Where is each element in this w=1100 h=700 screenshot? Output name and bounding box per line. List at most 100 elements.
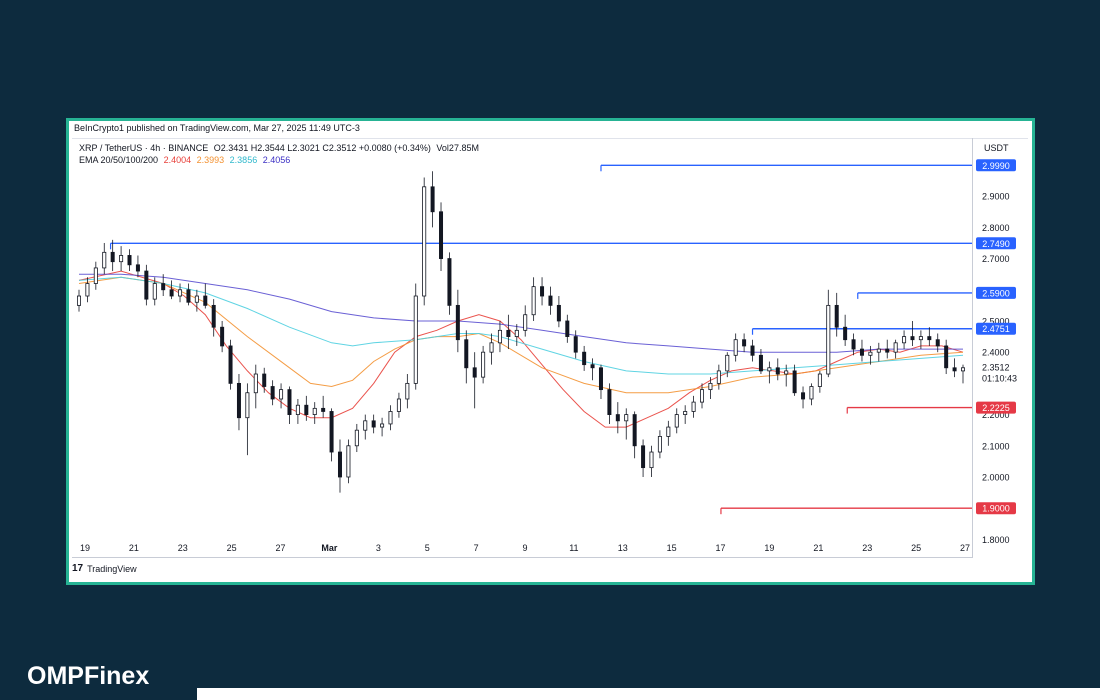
candle-body-37: [388, 411, 393, 425]
ema50-value: 2.3993: [196, 155, 225, 165]
candle-body-38: [396, 398, 401, 412]
ohlc-values: O2.3431 H2.3544 L2.3021 C2.3512 +0.0080 …: [213, 143, 431, 153]
time-tick-label-17: 25: [911, 543, 921, 553]
candle-body-5: [119, 255, 124, 263]
time-axis-border: [72, 557, 972, 558]
candle-body-88: [817, 373, 822, 387]
candle-body-60: [582, 351, 587, 366]
candle-body-54: [531, 286, 536, 316]
candle-body-73: [691, 401, 696, 412]
candle-body-36: [380, 423, 385, 428]
price-tick-label-0: 2.9000: [982, 192, 1010, 202]
candle-body-35: [371, 420, 376, 428]
candle-body-76: [716, 370, 721, 384]
candle-body-103: [944, 345, 949, 369]
candle-body-22: [262, 373, 267, 387]
volume-value: Vol27.85M: [436, 143, 479, 153]
resistance-label-bg-1: [976, 237, 1016, 250]
time-tick-label-14: 19: [764, 543, 774, 553]
countdown-label: 01:10:43: [982, 373, 1017, 383]
candle-body-93: [859, 348, 864, 356]
candle-body-85: [792, 370, 797, 394]
candle-body-32: [346, 445, 351, 478]
candle-body-55: [540, 286, 545, 297]
support-label-1: 1.9000: [982, 504, 1010, 514]
candle-body-105: [961, 367, 966, 372]
candle-body-72: [683, 411, 688, 415]
candle-body-67: [641, 445, 646, 469]
time-tick-label-2: 23: [178, 543, 188, 553]
candle-body-59: [573, 336, 578, 353]
candle-body-87: [809, 386, 814, 400]
brand-bar: [197, 688, 1100, 700]
candle-body-48: [481, 351, 486, 378]
time-tick-label-4: 27: [276, 543, 286, 553]
candle-body-45: [455, 304, 460, 341]
time-tick-label-16: 23: [862, 543, 872, 553]
tradingview-label: TradingView: [87, 563, 137, 574]
candle-body-95: [876, 348, 881, 353]
candle-body-98: [902, 336, 907, 344]
candle-body-64: [615, 414, 620, 422]
price-tick-label-6: 2.1000: [982, 441, 1010, 451]
candle-body-69: [657, 436, 662, 453]
candle-body-30: [329, 411, 334, 453]
candle-body-82: [767, 367, 772, 372]
ema-line-1: [78, 276, 964, 394]
candle-body-44: [447, 258, 452, 306]
candle-body-57: [556, 304, 561, 322]
candles: [77, 171, 966, 493]
time-tick-label-12: 15: [667, 543, 677, 553]
candle-body-86: [801, 392, 806, 400]
ema-label[interactable]: EMA 20/50/100/200: [79, 155, 159, 165]
time-axis-ticks: 19 21 23 25 27 Mar 3 5 7 9 11 13 15 17 19 21 23 25 27: [80, 543, 970, 553]
symbol-name[interactable]: XRP / TetherUS · 4h · BINANCE: [79, 143, 209, 153]
candle-body-21: [253, 373, 258, 394]
candle-body-79: [742, 339, 747, 347]
support-label-0: 2.2225: [982, 403, 1010, 413]
level-lines: [109, 164, 972, 515]
ema-line-0: [78, 270, 964, 428]
candle-body-78: [733, 339, 738, 356]
candle-body-61: [590, 364, 595, 369]
time-tick-label-7: 5: [425, 543, 430, 553]
time-tick-label-10: 11: [569, 543, 578, 553]
candle-body-102: [935, 339, 940, 347]
price-axis-ticks: 2.9000 2.8000 2.7000 2.5000 2.4000 2.2000 2.10…: [982, 192, 1017, 545]
ema20-value: 2.4004: [163, 155, 192, 165]
time-tick-label-18: 27: [960, 543, 970, 553]
candle-body-15: [203, 295, 208, 306]
candle-body-33: [354, 429, 359, 447]
resistance-label-bg-0: [976, 159, 1016, 172]
level-labels: 2.9990 2.7490 2.5900 2.4751 2.2225 1.9000: [976, 159, 1016, 515]
candle-body-20: [245, 392, 250, 419]
candle-body-84: [784, 370, 789, 375]
candle-body-34: [363, 420, 368, 431]
candle-body-17: [220, 326, 225, 347]
time-tick-label-9: 9: [522, 543, 527, 553]
tradingview-footer[interactable]: 17 TradingView: [72, 563, 137, 574]
candle-body-18: [228, 345, 233, 384]
candle-body-91: [843, 326, 848, 341]
price-tick-label-2: 2.7000: [982, 254, 1010, 264]
candle-body-75: [708, 382, 713, 391]
ema-lines: [78, 270, 964, 428]
resistance-label-2: 2.5900: [982, 288, 1010, 298]
candle-body-0: [77, 295, 82, 306]
ema200-value: 2.4056: [262, 155, 291, 165]
candle-body-40: [413, 295, 418, 384]
currency-label[interactable]: USDT: [984, 143, 1009, 153]
candle-body-8: [144, 270, 149, 300]
candle-body-39: [405, 382, 410, 400]
candle-body-83: [775, 367, 780, 375]
time-tick-label-11: 13: [618, 543, 628, 553]
price-tick-label-8: 1.8000: [982, 535, 1010, 545]
price-tick-label-5: 2.2000: [982, 410, 1010, 420]
candle-body-7: [135, 264, 140, 272]
candle-body-1: [85, 283, 90, 297]
candle-body-100: [918, 336, 923, 341]
candle-body-74: [700, 389, 705, 403]
candle-body-97: [893, 342, 898, 353]
candle-body-65: [624, 414, 629, 422]
